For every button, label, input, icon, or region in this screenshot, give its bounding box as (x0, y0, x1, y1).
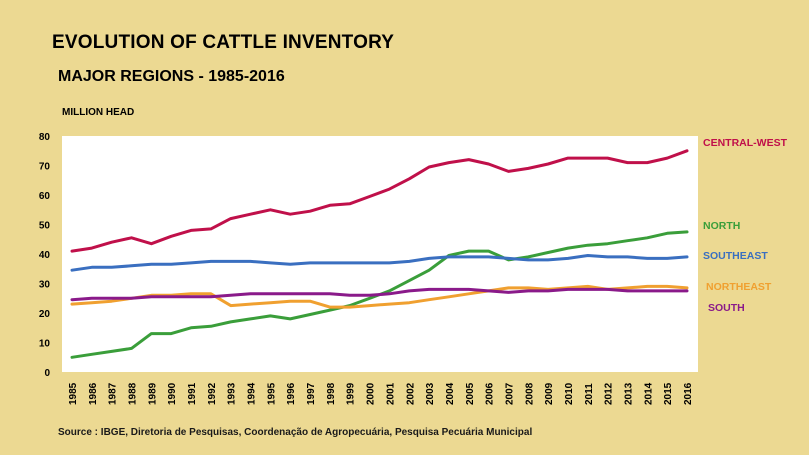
x-tick-label: 1990 (167, 382, 178, 405)
x-tick-label: 1998 (326, 382, 337, 405)
series-line-central-west (70, 149, 689, 253)
chart-title: EVOLUTION OF CATTLE INVENTORY (52, 32, 395, 53)
x-tick-label: 2011 (584, 383, 595, 405)
x-tick-label: 2000 (366, 382, 377, 405)
x-tick-label: 1987 (108, 382, 119, 405)
source-note: Source : IBGE, Diretoria de Pesquisas, C… (58, 427, 533, 438)
x-tick-label: 2008 (524, 382, 535, 405)
y-tick-label: 60 (39, 191, 51, 202)
x-tick-label: 2009 (544, 382, 555, 405)
x-tick-label: 1997 (306, 382, 317, 405)
series-label-northeast: NORTHEAST (706, 281, 772, 293)
x-tick-label: 1996 (286, 382, 297, 405)
series-label-north: NORTH (703, 220, 740, 232)
x-tick-label: 1986 (88, 382, 99, 405)
x-tick-label: 2013 (623, 382, 634, 405)
y-tick-label: 10 (39, 339, 51, 350)
series-line-south (70, 287, 689, 302)
x-tick-label: 1995 (266, 382, 277, 405)
x-tick-label: 1994 (247, 382, 258, 405)
x-tick-label: 2016 (683, 382, 694, 405)
x-tick-label: 1992 (207, 382, 218, 405)
x-tick-label: 1989 (147, 382, 158, 405)
x-tick-label: 2005 (465, 382, 476, 405)
y-tick-label: 80 (39, 132, 51, 143)
x-tick-label: 1999 (346, 382, 357, 405)
x-tick-label: 2003 (425, 382, 436, 405)
x-tick-label: 2007 (504, 382, 515, 405)
x-tick-label: 2006 (485, 382, 496, 405)
x-tick-label: 2015 (663, 382, 674, 405)
series-line-southeast (70, 254, 689, 272)
x-tick-label: 2014 (643, 382, 654, 405)
y-tick-label: 40 (39, 250, 51, 261)
x-tick-label: 1988 (128, 382, 139, 405)
x-tick-label: 2004 (445, 382, 456, 405)
x-tick-label: 2002 (405, 382, 416, 405)
y-tick-label: 20 (39, 309, 51, 320)
x-tick-label: 1993 (227, 382, 238, 405)
series-label-south: SOUTH (708, 302, 745, 314)
series-line-northeast (70, 284, 689, 309)
y-axis-unit-label: MILLION HEAD (62, 107, 135, 118)
x-tick-label: 1985 (68, 382, 79, 405)
series-label-central-west: CENTRAL-WEST (703, 137, 788, 149)
x-tick-label: 2001 (385, 382, 396, 405)
y-tick-label: 30 (39, 280, 51, 291)
x-tick-label: 2010 (564, 382, 575, 405)
plot-area (62, 136, 698, 372)
y-tick-label: 0 (44, 368, 50, 379)
series-label-southeast: SOUTHEAST (703, 250, 768, 262)
x-tick-label: 2012 (604, 382, 615, 405)
chart-subtitle: MAJOR REGIONS - 1985-2016 (58, 68, 285, 85)
y-tick-label: 70 (39, 162, 51, 173)
y-tick-label: 50 (39, 221, 51, 232)
x-tick-label: 1991 (187, 382, 198, 405)
